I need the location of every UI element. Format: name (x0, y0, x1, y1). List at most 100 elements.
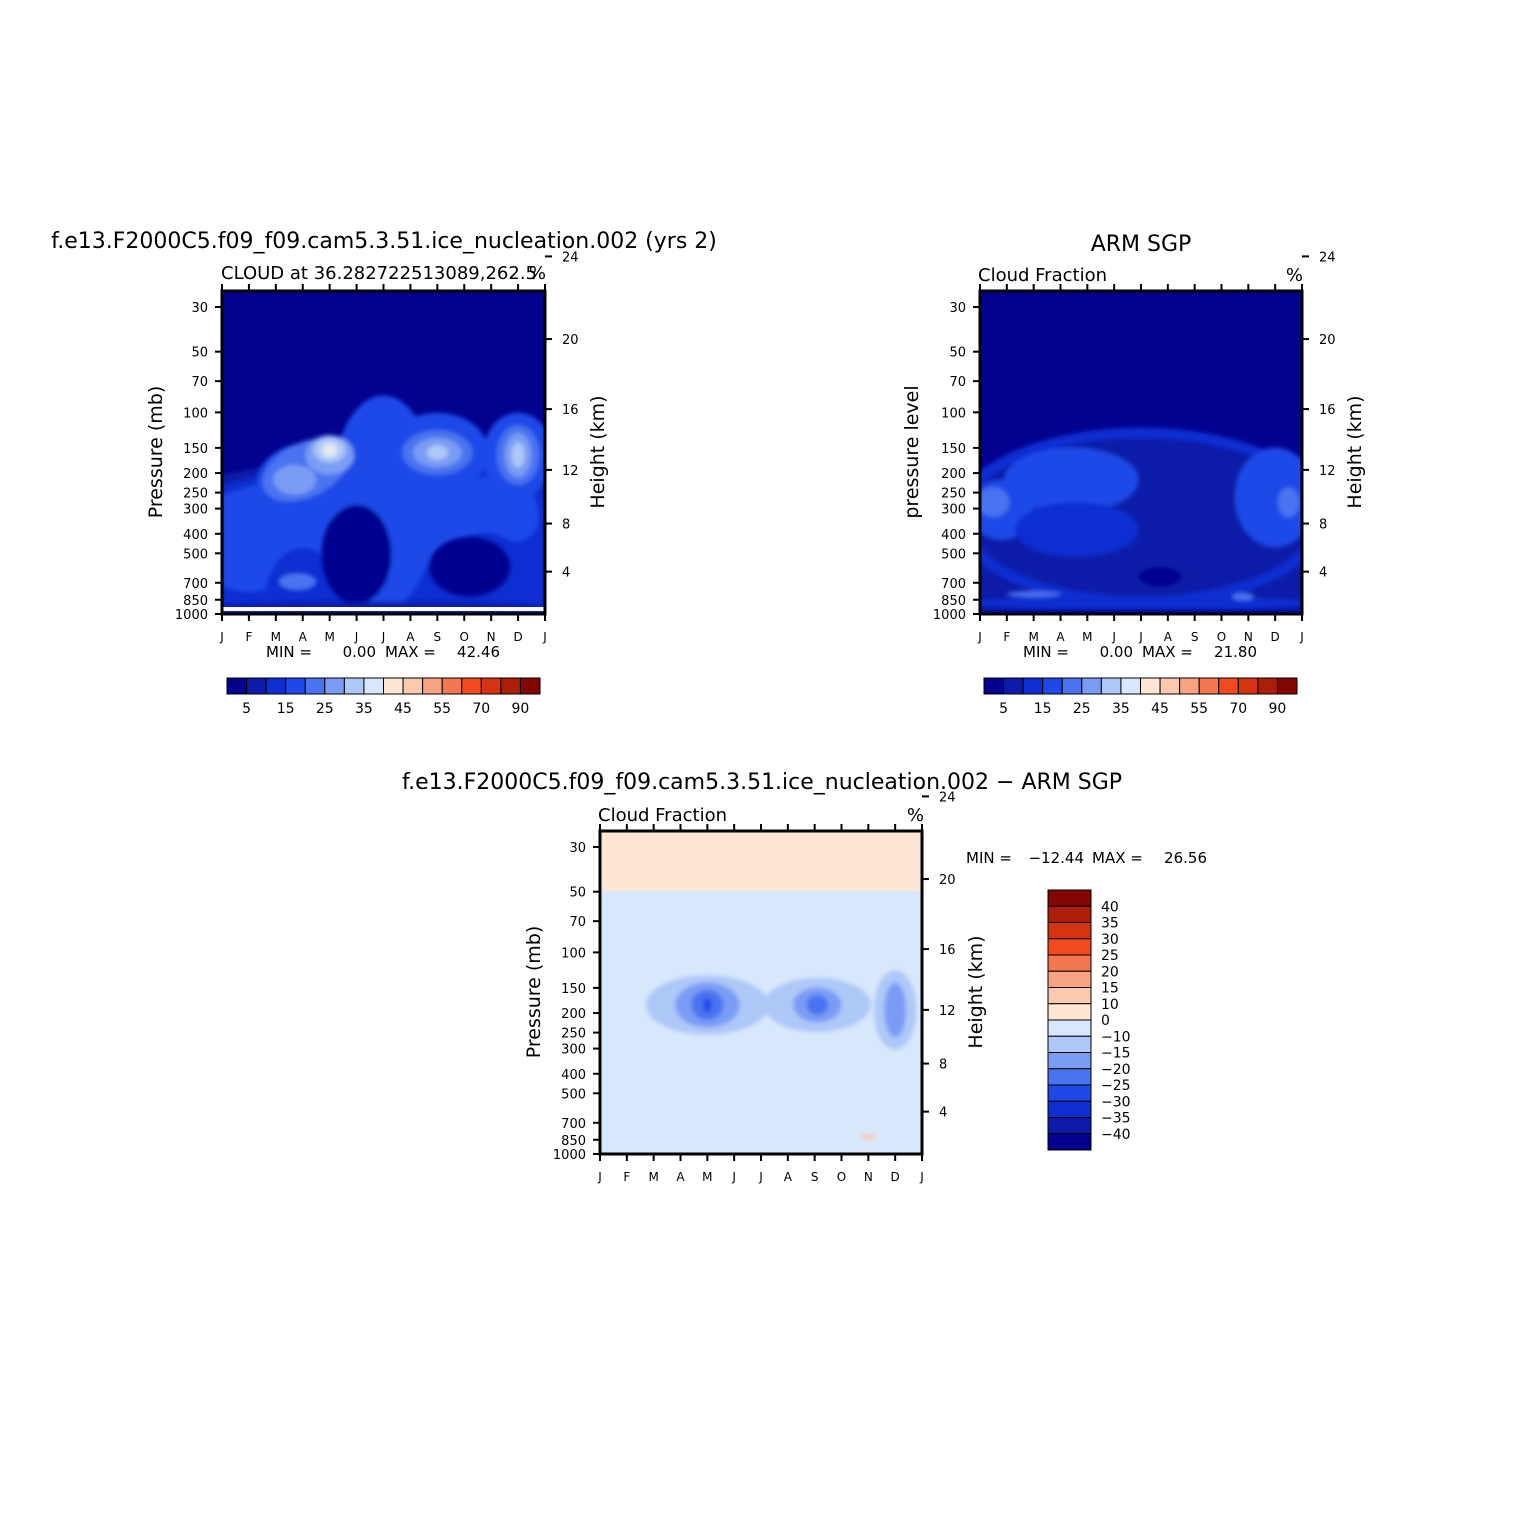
panel-model-contour-blob (273, 464, 317, 495)
panel-diff-main-title: f.e13.F2000C5.f09_f09.cam5.3.51.ice_nucl… (402, 770, 1122, 795)
panel-model-colorbar-swatch (422, 677, 443, 695)
panel-obs-subtitle: Cloud Fraction (978, 265, 1107, 286)
panel-model-contour-blob (278, 573, 317, 591)
panel-model-x-tick-label: S (434, 630, 442, 644)
panel-diff-contour-blob (703, 997, 712, 1013)
panel-obs-colorbar-swatch (1061, 677, 1083, 695)
panel-model-x-tick-label: M (271, 630, 281, 644)
panel-model-y-right-tick-label: 12 (562, 464, 579, 479)
panel-model-x-tick-label: J (219, 630, 224, 644)
panel-model-y-right-tick-label: 8 (562, 518, 570, 533)
panel-obs-colorbar-swatch (1257, 677, 1278, 695)
panel-model-colorbar-swatch (265, 677, 287, 695)
panel-diff-y-tick-label: 400 (561, 1068, 586, 1083)
panel-obs-contour-blob (1234, 447, 1302, 547)
panel-diff-colorbar-swatch (1047, 1117, 1092, 1135)
panel-obs-max-value: 21.80 (1214, 643, 1257, 661)
panel-model-colorbar-swatch (480, 677, 502, 695)
panel-obs: ARM SGP Cloud Fraction % J F M A M J J A S O N D J 30… (901, 232, 1366, 717)
panel-diff-upper-band (600, 831, 922, 891)
panel-diff-colorbar-label: 25 (1101, 948, 1119, 964)
panel-diff-colorbar-label: 10 (1101, 997, 1119, 1013)
panel-model-contour-blob (426, 445, 449, 460)
panel-obs-colorbar-label: 25 (1073, 701, 1091, 717)
panel-diff-contour-blob (806, 994, 829, 1015)
panel-model-colorbar-swatch (343, 677, 365, 695)
panel-obs-units: % (1286, 265, 1303, 286)
panel-obs-x-tick-label: J (977, 630, 982, 644)
panel-diff-x-tick-label: J (919, 1170, 924, 1184)
panel-obs-colorbar-swatch (1159, 677, 1181, 695)
panel-obs-colorbar-label: 45 (1151, 701, 1169, 717)
panel-diff-x-tick-label: J (731, 1170, 736, 1184)
panel-diff: f.e13.F2000C5.f09_f09.cam5.3.51.ice_nucl… (402, 770, 1207, 1184)
panel-obs-y-tick-label: 400 (941, 528, 966, 543)
panel-model-subtitle: CLOUD at 36.282722513089,262.5 (221, 263, 537, 284)
panel-obs-y-right-tick-label: 12 (1319, 464, 1336, 479)
panel-model-colorbar-label: 90 (512, 701, 530, 717)
panel-model-contour-blob (326, 446, 333, 454)
panel-diff-x-tick-label: J (758, 1170, 763, 1184)
panel-diff-colorbar-swatch (1047, 905, 1092, 923)
panel-diff-y-tick-label: 250 (561, 1027, 586, 1042)
panel-model-contour-blob (321, 504, 392, 605)
panel-obs-ylabel: pressure level (901, 385, 923, 518)
panel-model-colorbar-swatch (402, 677, 424, 695)
panel-obs-y-tick-label: 150 (941, 442, 966, 457)
panel-obs-y-tick-label: 300 (941, 503, 966, 518)
panel-obs-colorbar-label: 5 (999, 701, 1008, 717)
panel-model-colorbar-label: 35 (355, 701, 373, 717)
panel-model-colorbar-label: 5 (242, 701, 251, 717)
panel-diff-colorbar-swatch (1047, 1068, 1092, 1086)
panel-obs-y-tick-label: 1000 (933, 608, 966, 623)
panel-model-colorbar-label: 55 (433, 701, 451, 717)
panel-diff-colorbar-label: 0 (1101, 1013, 1110, 1029)
panel-diff-colorbar-label: 35 (1101, 916, 1119, 932)
panel-model-y-tick-label: 300 (183, 503, 208, 518)
panel-model-y-right-tick-label: 20 (562, 333, 579, 348)
panel-model-y-tick-label: 200 (183, 467, 208, 482)
panel-diff-y-tick-label: 70 (569, 915, 586, 930)
panel-diff-units: % (907, 805, 924, 826)
panel-diff-x-tick-label: J (597, 1170, 602, 1184)
panel-diff-y-right-tick-label: 16 (939, 943, 956, 958)
panel-obs-contour-blob (1004, 447, 1139, 513)
panel-diff-contour-blob (787, 1103, 869, 1121)
panel-diff-y-right-tick-label: 4 (939, 1106, 947, 1121)
panel-obs-colorbar-swatch (983, 677, 1005, 695)
panel-diff-plot (600, 831, 922, 1154)
panel-obs-colorbar-label: 15 (1034, 701, 1052, 717)
panel-obs-contour-blob (1138, 566, 1182, 587)
panel-obs-min-value: 0.00 (1100, 643, 1133, 661)
panel-obs-x-tick-label: O (1217, 630, 1226, 644)
panel-model-contour-blob (511, 442, 525, 468)
panel-model-y-tick-label: 400 (183, 528, 208, 543)
panel-model-x-tick-label: O (460, 630, 469, 644)
panel-obs-y-tick-label: 200 (941, 467, 966, 482)
panel-obs-x-tick-label: A (1056, 630, 1065, 644)
panel-obs-contour-blob (980, 595, 1302, 610)
panel-diff-x-tick-label: O (837, 1170, 846, 1184)
panel-diff-colorbar-swatch (1047, 938, 1092, 956)
panel-obs-colorbar-swatch (1120, 677, 1141, 695)
panel-diff-y-tick-label: 850 (561, 1134, 586, 1149)
panel-diff-colorbar-label: −25 (1101, 1078, 1131, 1094)
panel-obs-x-tick-label: M (1028, 630, 1038, 644)
panel-diff-x-tick-label: F (623, 1170, 630, 1184)
panel-diff-max-value: 26.56 (1164, 849, 1207, 867)
panel-diff-colorbar-label: 40 (1101, 899, 1119, 915)
panel-model-y-right-tick-label: 16 (562, 403, 579, 418)
panel-model-x-tick-label: M (324, 630, 334, 644)
panel-diff-colorbar-label: 30 (1101, 932, 1119, 948)
panel-obs-colorbar-label: 90 (1269, 701, 1287, 717)
panel-model-y-tick-label: 700 (183, 577, 208, 592)
panel-diff-colorbar-label: −20 (1101, 1062, 1131, 1078)
panel-obs-colorbar-swatch (1140, 677, 1161, 695)
panel-model-colorbar-swatch (324, 677, 345, 695)
panel-diff-contour-blob (608, 957, 668, 1152)
panel-diff-y-right-tick-label: 20 (939, 873, 956, 888)
panel-model-y-tick-label: 70 (191, 375, 208, 390)
panel-diff-x-tick-label: S (811, 1170, 819, 1184)
